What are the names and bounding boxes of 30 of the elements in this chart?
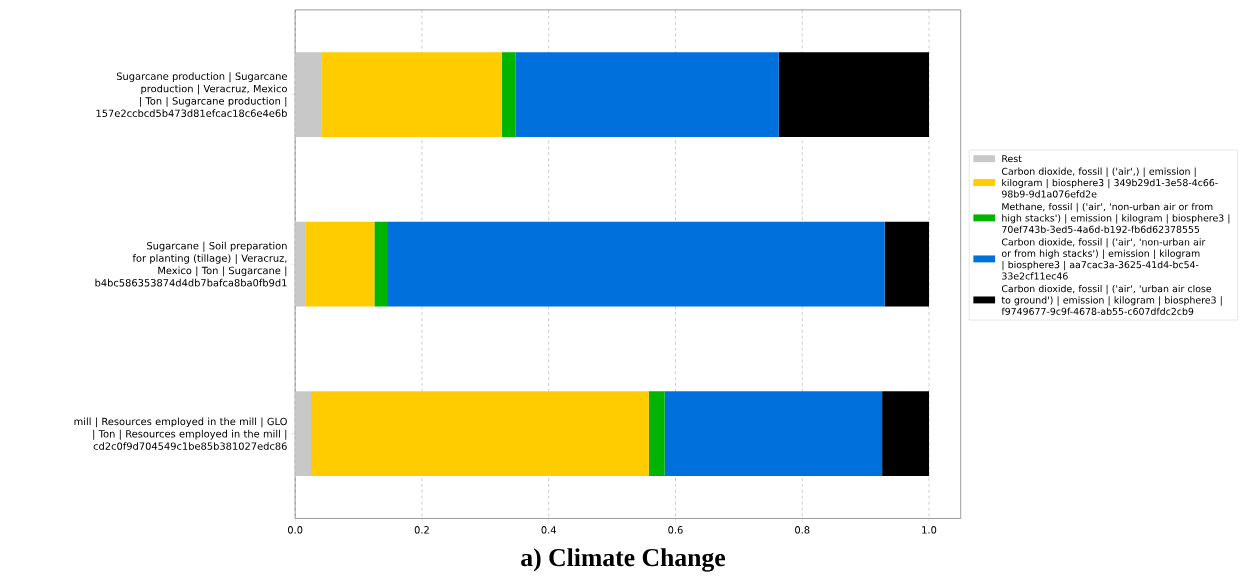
x-tick-label: 0.0 xyxy=(287,526,303,534)
text: a) Climate Change xyxy=(521,548,726,572)
legend-label: Rest xyxy=(1002,155,1022,163)
y-tick-label: Sugarcane production | Sugarcane production | Veracruz, Mexico | Ton | Sugarcane production | 157e2ccbcd5b473d81efcac18c6e4e6b xyxy=(96,72,287,118)
y-tick-label: Sugarcane | Soil preparation for planting (tillage) | Veracruz, Mexico | Ton | Sugarcane | b4bc586353874d4db7bafca8ba0fb9d1 xyxy=(95,241,287,287)
y-tick-label: mill | Resources employed in the mill | GLO | Ton | Resources employed in the mill | cd2c0f9d704549c1be85b381027edc86 xyxy=(74,417,287,451)
bar xyxy=(295,52,322,138)
x-tick-label: 0.4 xyxy=(541,526,556,534)
bar xyxy=(882,391,930,477)
bar xyxy=(374,221,388,307)
legend-label: Methane, fossil | ('air', 'non-urban air or from high stacks') | emission | kilogram | biosphere3 | 70ef743b-3ed5-4a6d-b192-fb6d62378555 xyxy=(1002,203,1230,234)
bar xyxy=(515,52,779,138)
bar xyxy=(501,52,516,138)
x-tick-label: 0.8 xyxy=(795,526,810,534)
bar xyxy=(321,52,502,138)
bar xyxy=(884,221,930,307)
bar xyxy=(311,391,649,477)
legend-label: Carbon dioxide, fossil | ('air',) | emission | kilogram | biosphere3 | 349b29d1-3e58-4c66-98b9-9d1a076efd2e xyxy=(1001,167,1218,198)
x-tick-label: 0.6 xyxy=(668,526,683,534)
bar xyxy=(387,221,885,307)
bar xyxy=(778,52,930,138)
bar xyxy=(664,391,883,477)
legend-label: Carbon dioxide, fossil | ('air', 'urban air close to ground') | emission | kilogram | biosphere3 | f9749677-9c9f-4678-ab55-c607dfdc2cb9 xyxy=(1001,285,1222,316)
x-tick-label: 1.0 xyxy=(922,526,937,534)
legend-label: Carbon dioxide, fossil | ('air', 'non-urban air or from high stacks') | emission | kilogram | biosphere3 | aa7cac3a-3625-41d4-bc54-33e2cf11ec46 xyxy=(1001,238,1206,280)
bar xyxy=(305,221,375,307)
bar xyxy=(295,221,306,307)
bar xyxy=(648,391,665,477)
bar xyxy=(295,391,311,477)
x-tick-label: 0.2 xyxy=(414,526,429,534)
